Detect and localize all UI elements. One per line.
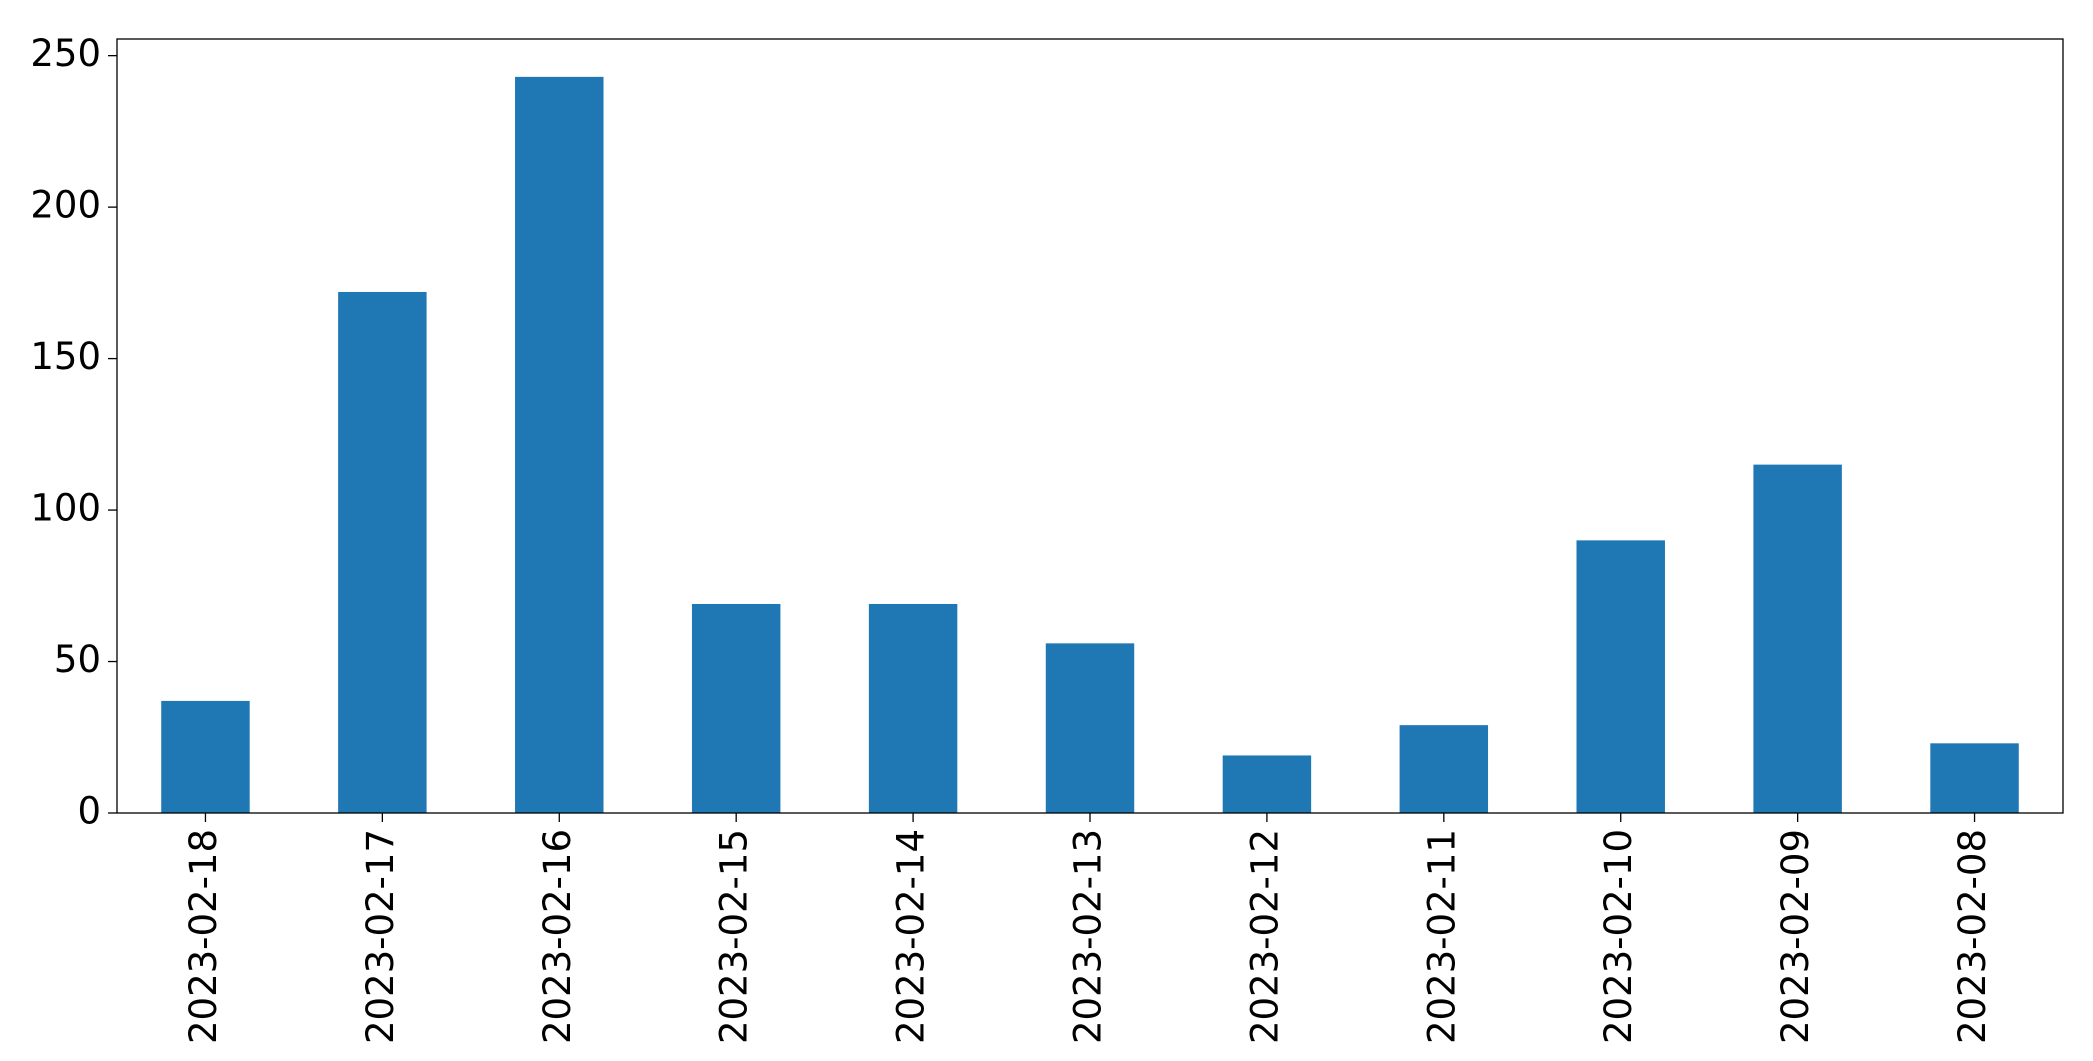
x-tick-label: 2023-02-16 <box>536 829 579 1044</box>
bar <box>1399 725 1489 813</box>
bar <box>1753 464 1842 813</box>
plot-frame <box>116 38 2064 814</box>
x-tick-label: 2023-02-09 <box>1774 829 1817 1044</box>
x-tick-label: 2023-02-15 <box>713 829 756 1044</box>
x-tick-label: 2023-02-10 <box>1597 829 1640 1044</box>
x-tick-label: 2023-02-18 <box>182 829 225 1044</box>
x-tick-label: 2023-02-12 <box>1243 829 1286 1044</box>
x-tick-label: 2023-02-14 <box>890 829 933 1044</box>
bar <box>161 700 250 813</box>
x-tick-label: 2023-02-11 <box>1420 829 1463 1044</box>
x-tick-label: 2023-02-08 <box>1951 829 1994 1044</box>
bar <box>868 603 958 813</box>
bar <box>515 76 604 813</box>
bar <box>1930 743 2019 813</box>
y-tick-label: 200 <box>30 184 101 227</box>
x-tick-label: 2023-02-13 <box>1067 829 1110 1044</box>
x-tick-label: 2023-02-17 <box>359 829 402 1044</box>
bar <box>1576 540 1665 813</box>
bar <box>338 291 427 814</box>
bar <box>691 603 781 813</box>
y-tick-label: 100 <box>30 487 101 530</box>
bar <box>1045 643 1135 813</box>
y-tick-label: 250 <box>30 32 101 75</box>
y-tick-label: 50 <box>54 638 101 681</box>
bar <box>1222 755 1312 813</box>
y-tick-label: 150 <box>30 335 101 378</box>
y-tick-label: 0 <box>77 790 101 833</box>
